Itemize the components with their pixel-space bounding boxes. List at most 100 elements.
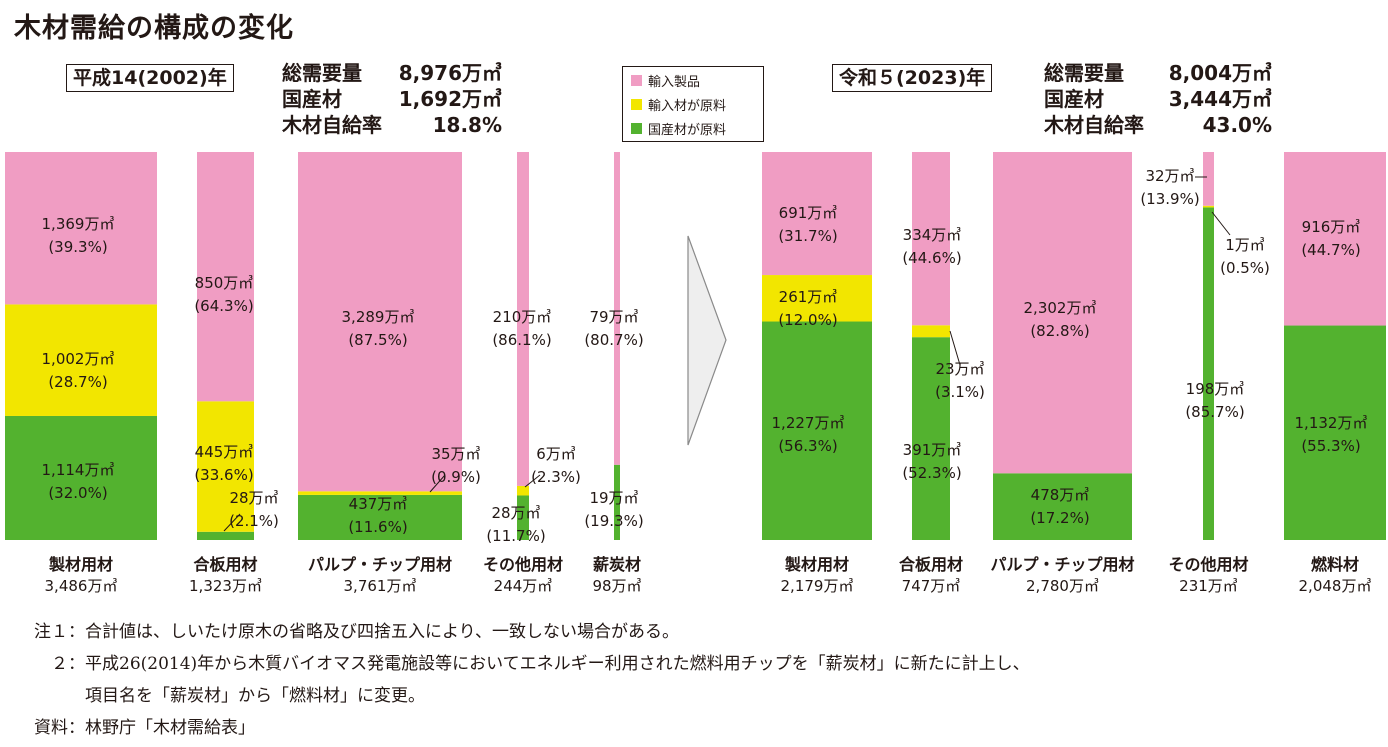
stacked-bar-chart: 1,369万㎥ (39.3%) 1,002万㎥ (28.7%) 1,114万㎥ (32.0… — [5, 152, 1386, 595]
summary-value: 8,004万㎥ — [1168, 61, 1272, 85]
data-label: (2.1%) — [229, 512, 279, 530]
data-label: (28.7%) — [48, 373, 107, 391]
bar-segment — [197, 531, 254, 540]
bar-segment — [5, 415, 157, 540]
data-label: 210万㎥ — [493, 308, 552, 326]
bar-segment — [762, 275, 872, 322]
data-label: 1,002万㎥ — [42, 350, 115, 368]
legend-item: 国産材が原料 — [623, 117, 763, 139]
data-label: 2,302万㎥ — [1024, 299, 1097, 317]
period-label-2023: 令和５(2023)年 — [832, 64, 993, 92]
transition-arrow-icon — [687, 235, 727, 446]
note-line: 資料：林野庁「木材需給表」 — [34, 718, 255, 738]
bar-segment — [993, 152, 1132, 474]
data-label: 691万㎥ — [779, 204, 838, 222]
bar-segment — [1284, 325, 1386, 540]
data-label: (32.0%) — [48, 484, 107, 502]
data-label: (85.7%) — [1185, 403, 1244, 421]
summary-2023: 総需要量 8,004万㎥ 国産材 3,444万㎥ 木材自給率 43.0% — [1044, 60, 1272, 138]
note-line: ２：平成26(2014)年から木質バイオマス発電施設等においてエネルギー利用され… — [34, 654, 1030, 674]
summary-2002: 総需要量 8,976万㎥ 国産材 1,692万㎥ 木材自給率 18.8% — [282, 60, 502, 138]
leader-line — [223, 513, 241, 532]
summary-label: 木材自給率 — [282, 113, 382, 137]
data-label: (0.9%) — [431, 468, 481, 486]
bar-segment — [5, 304, 157, 416]
data-label: (44.7%) — [1301, 241, 1360, 259]
legend-label: 輸入製品 — [648, 74, 701, 90]
data-label: (56.3%) — [778, 437, 837, 455]
data-label: (82.8%) — [1030, 322, 1089, 340]
category-label: 薪炭材 — [593, 555, 641, 574]
data-label: 437万㎥ — [349, 495, 408, 513]
category-label: 製材用材 — [48, 555, 113, 574]
summary-label: 木材自給率 — [1044, 113, 1144, 137]
legend-swatch — [631, 122, 642, 134]
data-label: (0.5%) — [1220, 259, 1270, 277]
category-label: 合板用材 — [193, 555, 257, 574]
bar-segment — [298, 494, 462, 540]
data-label: (3.1%) — [935, 383, 985, 401]
category-total: 98万㎥ — [592, 577, 641, 595]
data-label: 198万㎥ — [1186, 380, 1245, 398]
bar-segment — [5, 152, 157, 305]
data-label: (64.3%) — [194, 297, 253, 315]
bar-segment — [517, 495, 529, 540]
data-label: (86.1%) — [492, 331, 551, 349]
data-label: (33.6%) — [194, 466, 253, 484]
period-label-2002: 平成14(2002)年 — [66, 64, 234, 92]
category-total: 3,486万㎥ — [45, 577, 118, 595]
data-label: (80.7%) — [584, 331, 643, 349]
summary-value: 43.0% — [1202, 113, 1272, 137]
data-label: 32万㎥ — [1145, 167, 1194, 185]
bar-segment — [762, 152, 872, 276]
bar-segment — [762, 321, 872, 540]
summary-value: 8,976万㎥ — [398, 61, 502, 85]
summary-value: 1,692万㎥ — [398, 87, 502, 111]
data-label: 334万㎥ — [903, 226, 962, 244]
category-label: パルプ・チップ用材 — [990, 555, 1134, 574]
bar-segment — [912, 337, 950, 540]
data-label: (52.3%) — [902, 464, 961, 482]
data-label: 3,289万㎥ — [342, 308, 415, 326]
legend-swatch — [631, 98, 642, 110]
summary-value: 3,444万㎥ — [1168, 87, 1272, 111]
category-label: パルプ・チップ用材 — [308, 555, 452, 574]
bar-segment — [614, 464, 620, 540]
bar-segment — [1203, 205, 1214, 208]
bar-segment — [614, 152, 620, 465]
data-label: 916万㎥ — [1302, 218, 1361, 236]
data-label: 1万㎥ — [1225, 236, 1265, 254]
leader-line — [1211, 211, 1231, 236]
data-label: (87.5%) — [348, 331, 407, 349]
data-label: (13.9%) — [1140, 190, 1199, 208]
category-total: 2,780万㎥ — [1026, 577, 1099, 595]
category-label: 燃料材 — [1311, 555, 1359, 574]
data-label: 850万㎥ — [195, 274, 254, 292]
data-label: 23万㎥ — [935, 360, 984, 378]
data-label: (17.2%) — [1030, 509, 1089, 527]
data-label: (12.0%) — [778, 311, 837, 329]
bar-segment — [197, 401, 254, 532]
data-label: 445万㎥ — [195, 443, 254, 461]
data-label: 1,114万㎥ — [42, 461, 115, 479]
bar-segment — [1203, 152, 1214, 206]
notes: 注１：合計値は、しいたけ原木の省略及び四捨五入により、一致しない場合がある。 ２… — [34, 616, 1030, 744]
summary-label: 総需要量 — [282, 61, 362, 85]
bar-segment — [1203, 207, 1214, 540]
category-label: その他用材 — [1168, 555, 1248, 574]
leader-line — [949, 330, 961, 366]
bar-segment — [517, 152, 529, 486]
category-total: 244万㎥ — [494, 577, 553, 595]
data-label: (2.3%) — [531, 468, 581, 486]
bar-segment — [517, 485, 529, 496]
leader-line — [524, 474, 541, 488]
data-label: (44.6%) — [902, 249, 961, 267]
bar-segment — [912, 325, 950, 338]
data-label: (11.6%) — [348, 518, 407, 536]
bar-segment — [912, 152, 950, 326]
category-label: 合板用材 — [899, 555, 963, 574]
chart-legend: 輸入製品 輸入材が原料 国産材が原料 — [622, 66, 764, 142]
summary-label: 国産材 — [1044, 87, 1104, 111]
data-label: 1,132万㎥ — [1295, 414, 1368, 432]
data-label: (19.3%) — [584, 512, 643, 530]
